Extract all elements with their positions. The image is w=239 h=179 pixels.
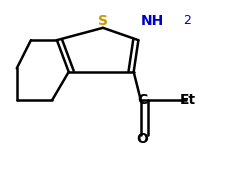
Text: O: O bbox=[136, 132, 148, 146]
Text: 2: 2 bbox=[183, 14, 191, 27]
Text: C: C bbox=[137, 93, 147, 107]
Text: Et: Et bbox=[180, 93, 196, 107]
Text: S: S bbox=[98, 14, 108, 28]
Text: NH: NH bbox=[141, 14, 164, 28]
